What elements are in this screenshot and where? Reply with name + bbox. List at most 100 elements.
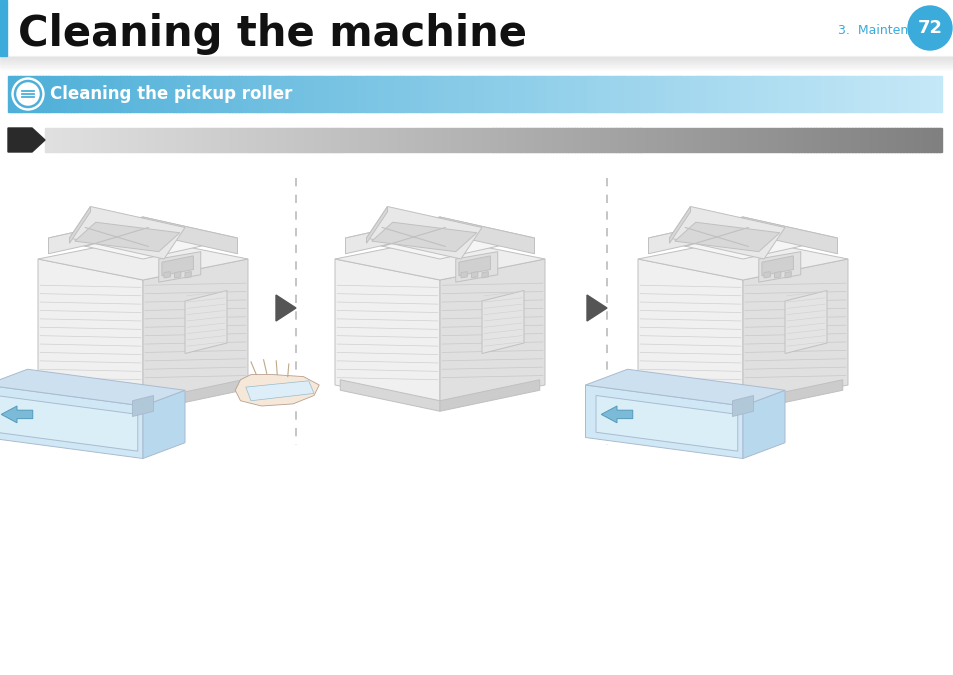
Text: 72: 72 [917, 19, 942, 37]
Bar [455, 128, 457, 152]
Bar [652, 76, 656, 112]
Bar [254, 128, 257, 152]
Bar [154, 76, 158, 112]
Bar [935, 76, 939, 112]
Bar [353, 128, 356, 152]
Bar [771, 128, 774, 152]
Bar [224, 128, 228, 152]
Bar [490, 76, 494, 112]
Bar [239, 128, 243, 152]
Bar [66, 128, 70, 152]
Bar [820, 76, 823, 112]
Bar [329, 128, 333, 152]
Bar [140, 128, 144, 152]
Bar [759, 128, 762, 152]
Bar [801, 128, 804, 152]
Bar [466, 128, 470, 152]
Bar [457, 128, 460, 152]
Polygon shape [235, 375, 319, 406]
Bar [884, 128, 888, 152]
Bar [798, 128, 801, 152]
Bar [0, 69, 953, 70]
Bar [51, 128, 54, 152]
Bar [102, 128, 105, 152]
Bar [223, 76, 226, 112]
Bar [242, 128, 246, 152]
Bar [571, 76, 575, 112]
Bar [362, 76, 366, 112]
Bar [702, 128, 705, 152]
Bar [434, 128, 436, 152]
Bar [376, 128, 380, 152]
Bar [299, 128, 302, 152]
Bar [639, 128, 643, 152]
Polygon shape [596, 396, 737, 451]
Bar [148, 76, 152, 112]
Bar [347, 128, 350, 152]
Bar [215, 128, 218, 152]
Bar [565, 76, 568, 112]
Bar [251, 76, 254, 112]
Bar [0, 59, 953, 60]
Text: Cleaning the machine: Cleaning the machine [18, 13, 526, 55]
Bar [160, 76, 164, 112]
Bar [278, 76, 282, 112]
Bar [297, 76, 301, 112]
Bar [708, 76, 711, 112]
Bar [447, 76, 450, 112]
Bar [539, 76, 543, 112]
Bar [903, 76, 907, 112]
Bar [606, 128, 610, 152]
Bar [553, 128, 557, 152]
Bar [780, 76, 783, 112]
Bar [291, 76, 294, 112]
Bar [696, 128, 700, 152]
Bar [230, 128, 233, 152]
Polygon shape [38, 238, 248, 280]
Bar [714, 128, 718, 152]
Bar [392, 128, 395, 152]
Bar [365, 128, 368, 152]
Bar [179, 76, 183, 112]
Bar [369, 76, 373, 112]
Bar [83, 76, 86, 112]
Bar [693, 128, 697, 152]
Bar [869, 76, 873, 112]
Bar [256, 76, 260, 112]
Bar [675, 128, 679, 152]
Bar [544, 128, 547, 152]
Bar [861, 128, 863, 152]
Bar [686, 76, 690, 112]
Bar [0, 67, 953, 68]
Bar [552, 76, 556, 112]
Bar [484, 128, 488, 152]
Polygon shape [0, 385, 143, 458]
Bar [418, 76, 422, 112]
Bar [241, 76, 245, 112]
Bar [521, 76, 525, 112]
Bar [207, 76, 211, 112]
Bar [765, 128, 768, 152]
Bar [590, 76, 593, 112]
Bar [282, 76, 285, 112]
Bar [421, 76, 425, 112]
Bar [490, 128, 494, 152]
Bar [732, 128, 736, 152]
Bar [81, 128, 84, 152]
Bar [371, 128, 374, 152]
Bar [487, 128, 491, 152]
Bar [585, 128, 589, 152]
Bar [266, 128, 270, 152]
Polygon shape [742, 259, 847, 406]
Bar [753, 128, 757, 152]
Bar [747, 128, 750, 152]
Bar [851, 128, 855, 152]
Bar [192, 128, 194, 152]
Bar [311, 128, 314, 152]
Bar [620, 76, 624, 112]
Polygon shape [742, 217, 837, 254]
Polygon shape [185, 271, 192, 278]
Bar [690, 128, 694, 152]
Bar [325, 76, 329, 112]
Bar [142, 76, 146, 112]
